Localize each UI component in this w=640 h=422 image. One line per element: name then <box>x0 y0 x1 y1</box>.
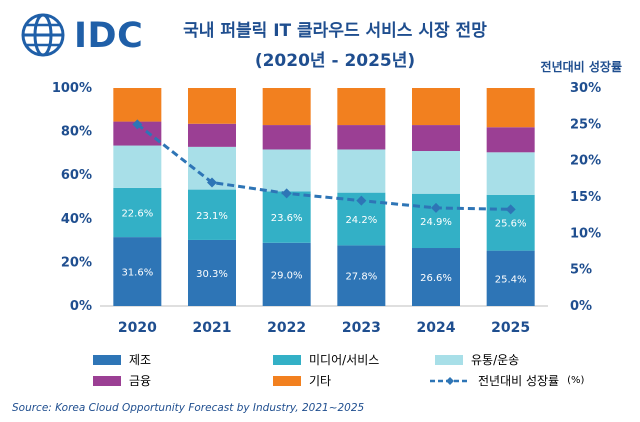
growth-line <box>136 123 511 211</box>
legend-item-finance: 금융 <box>93 372 151 389</box>
data-label: 23.1% <box>196 211 228 222</box>
x-tick-label: 2020 <box>118 320 157 336</box>
data-label: 22.6% <box>121 208 153 219</box>
logo-text: IDC <box>74 16 144 56</box>
right-tick-label: 10% <box>570 226 601 241</box>
growth-point <box>132 119 143 130</box>
bar-segment <box>113 237 162 306</box>
bar-segment <box>412 248 460 306</box>
bar-segment <box>486 250 535 306</box>
bar-segment <box>113 187 162 238</box>
right-tick-label: 5% <box>570 263 592 278</box>
chart-title: 국내 퍼블릭 IT 클라우드 서비스 시장 전망 <box>183 21 487 41</box>
bar-segment <box>262 149 311 192</box>
x-tick-label: 2021 <box>193 320 232 336</box>
growth-point <box>431 202 441 213</box>
bar-segment <box>337 125 386 150</box>
legend-line-growth <box>430 376 470 385</box>
bar-segment <box>412 193 460 249</box>
data-label: 30.3% <box>196 269 228 280</box>
x-tick-label: 2024 <box>417 320 456 336</box>
legend-swatch-retail-transport <box>435 354 463 365</box>
left-tick-label: 0% <box>70 299 92 314</box>
data-label: 25.4% <box>495 274 527 285</box>
left-tick-label: 20% <box>61 255 92 270</box>
right-tick-label: 25% <box>570 117 601 132</box>
legend-label-media-service: 미디어/서비스 <box>309 353 380 367</box>
right-tick-label: 15% <box>570 190 601 205</box>
bar-segment <box>412 151 460 194</box>
growth-point <box>281 188 292 199</box>
bar-segment <box>486 152 535 195</box>
chart-subtitle: (2020년 - 2025년) <box>254 51 416 71</box>
bar-segment <box>113 121 162 146</box>
legend-swatch-media-service <box>273 354 301 365</box>
left-tick-label: 80% <box>61 125 92 140</box>
left-tick-label: 100% <box>52 81 92 96</box>
growth-point <box>207 177 217 188</box>
right-tick-label: 20% <box>570 154 601 169</box>
legend-label-manufacturing: 제조 <box>129 353 152 367</box>
legend-item-retail-transport: 유통/운송 <box>435 351 519 368</box>
data-label: 27.8% <box>345 272 377 283</box>
growth-point <box>505 204 516 215</box>
bar-segment <box>188 123 236 147</box>
bar-segment <box>262 88 311 126</box>
bar-segment <box>337 149 386 193</box>
data-label: 24.9% <box>420 217 452 228</box>
legend-label-retail-transport: 유통/운송 <box>471 353 520 367</box>
legend-item-growth: 전년대비 성장률 (%) <box>430 372 584 389</box>
data-label: 24.2% <box>345 215 377 226</box>
legend-swatch-other <box>273 375 301 386</box>
legend-item-other: 기타 <box>273 372 331 389</box>
legend-label-other: 기타 <box>309 374 332 388</box>
right-axis-title: 전년대비 성장률 <box>540 60 622 74</box>
bar-segment <box>412 88 460 126</box>
bar-segment <box>486 194 535 251</box>
bar-segment <box>262 125 311 150</box>
source-note: Source: Korea Cloud Opportunity Forecast… <box>12 402 365 414</box>
data-label: 31.6% <box>121 268 153 279</box>
bar-segment <box>412 125 460 152</box>
growth-point <box>356 195 367 206</box>
left-tick-label: 40% <box>61 212 92 227</box>
legend-unit-growth: (%) <box>567 375 585 386</box>
x-tick-label: 2022 <box>267 320 306 336</box>
bar-segment <box>262 242 311 306</box>
bar-segment <box>188 88 236 124</box>
data-label: 26.6% <box>420 273 452 284</box>
bar-segment <box>188 189 236 240</box>
left-tick-label: 60% <box>61 168 92 183</box>
bar-segment <box>113 145 162 188</box>
bar-segment <box>113 88 162 122</box>
legend-label-finance: 금융 <box>129 374 152 388</box>
legend-item-manufacturing: 제조 <box>93 351 151 368</box>
bar-segment <box>486 88 535 128</box>
bar-segment <box>486 127 535 153</box>
x-tick-label: 2023 <box>342 320 381 336</box>
legend-label-growth: 전년대비 성장률 <box>478 374 560 388</box>
idc-logo: IDC <box>14 10 144 57</box>
legend-item-media-service: 미디어/서비스 <box>273 351 379 368</box>
bar-segment <box>337 88 386 126</box>
bar-segment <box>188 239 236 306</box>
legend-swatch-finance <box>93 375 121 386</box>
legend-swatch-manufacturing <box>93 354 121 365</box>
right-tick-label: 0% <box>570 299 592 314</box>
x-tick-label: 2025 <box>491 320 530 336</box>
globe-icon <box>21 13 65 57</box>
data-label: 29.0% <box>271 270 303 281</box>
right-tick-label: 30% <box>570 81 601 96</box>
data-label: 23.6% <box>271 213 303 224</box>
data-label: 25.6% <box>495 219 527 230</box>
bar-segment <box>262 191 311 243</box>
bar-segment <box>337 245 386 306</box>
